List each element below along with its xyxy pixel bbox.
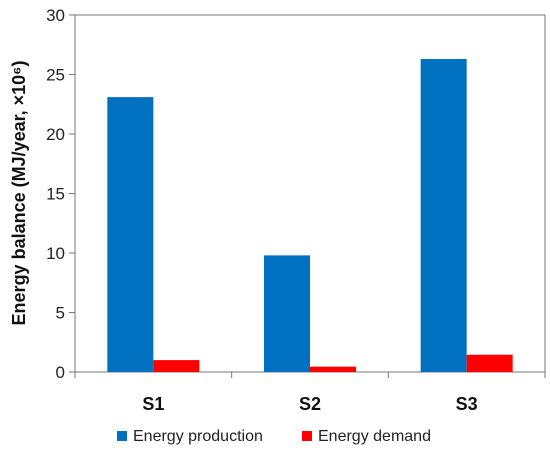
x-category-label: S3 <box>456 394 478 414</box>
y-tick-label: 20 <box>46 125 65 144</box>
bar-energy-production-s2 <box>264 255 310 372</box>
y-tick-label: 25 <box>46 66 65 85</box>
x-category-label: S1 <box>142 394 164 414</box>
x-category-label: S2 <box>299 394 321 414</box>
legend: Energy production Energy demand <box>117 428 431 445</box>
legend-label: Energy production <box>133 428 263 445</box>
y-tick-label: 0 <box>56 363 65 382</box>
y-tick-label: 5 <box>56 304 65 323</box>
bar-energy-production-s1 <box>107 97 154 373</box>
legend-swatch <box>302 431 312 441</box>
bar-energy-demand-s2 <box>310 366 356 372</box>
y-tick-label: 15 <box>46 185 65 204</box>
y-axis-label: Energy balance (MJ/year, ×10⁶) <box>9 61 29 326</box>
legend-swatch <box>117 431 127 441</box>
legend-label: Energy demand <box>318 428 431 445</box>
bar-energy-demand-s1 <box>153 360 200 372</box>
y-tick-label: 30 <box>46 6 65 25</box>
x-axis: S1 S2 S3 <box>74 372 546 414</box>
bar-energy-demand-s3 <box>466 354 513 372</box>
bars <box>107 59 513 373</box>
y-tick-label: 10 <box>46 244 65 263</box>
y-axis: 0 5 10 15 20 25 30 <box>46 6 75 382</box>
bar-energy-production-s3 <box>420 59 467 372</box>
